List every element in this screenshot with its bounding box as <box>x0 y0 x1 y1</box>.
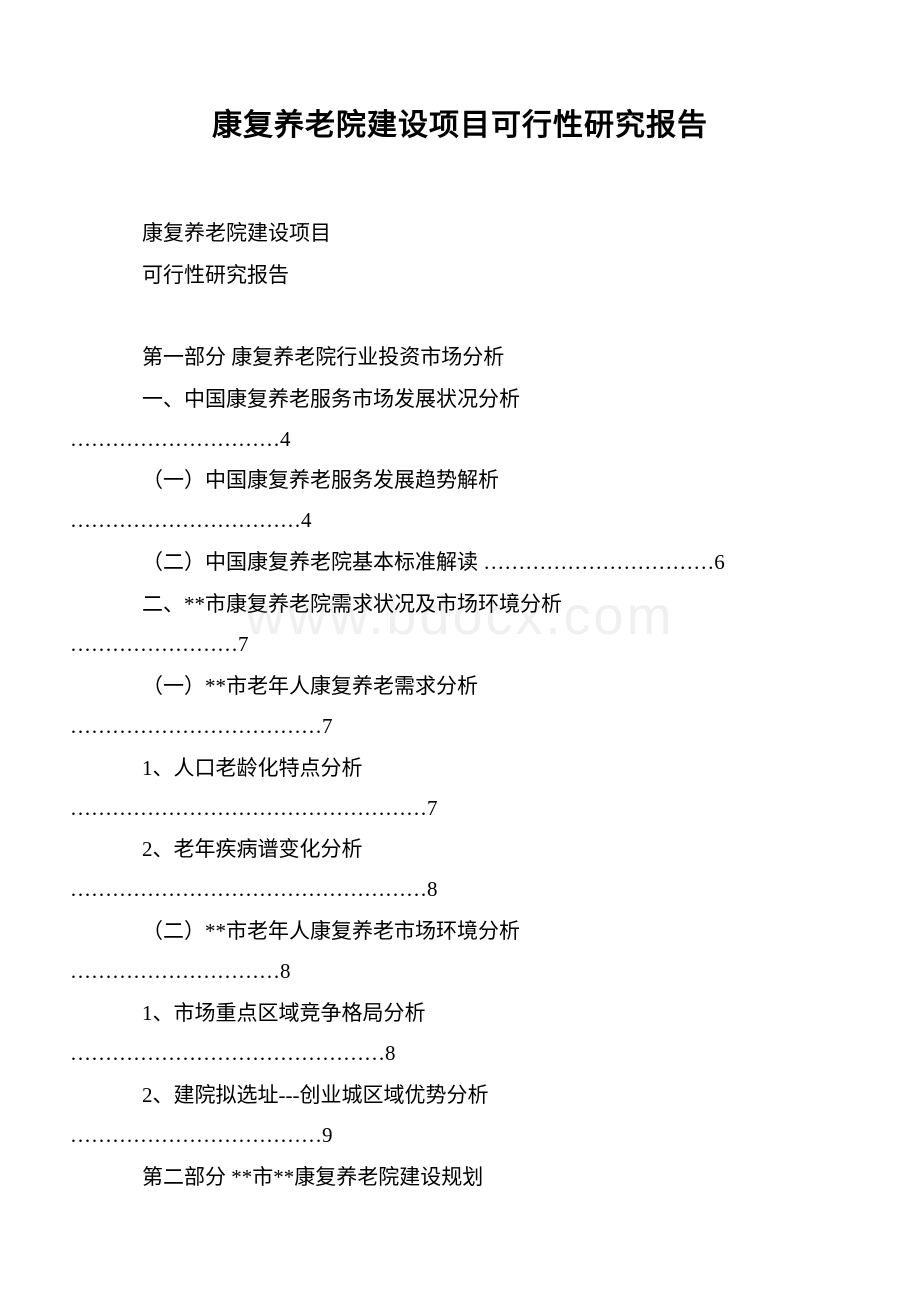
spacer <box>70 298 850 338</box>
toc-item-5: （一）**市老年人康复养老需求分析 ………………………………7 <box>70 667 850 747</box>
toc-item-4-dots: ……………………7 <box>70 625 850 665</box>
toc-item-4-text: 二、**市康复养老院需求状况及市场环境分析 <box>142 585 850 625</box>
toc-item-8-dots: …………………………8 <box>70 952 850 992</box>
subtitle-line-2: 可行性研究报告 <box>142 256 850 296</box>
toc-item-6-text: 1、人口老龄化特点分析 <box>142 749 850 789</box>
toc-item-7-dots: ……………………………………………8 <box>70 870 850 910</box>
toc-item-1-text: 一、中国康复养老服务市场发展状况分析 <box>142 380 850 420</box>
document-title: 康复养老院建设项目可行性研究报告 <box>70 100 850 144</box>
toc-item-6: 1、人口老龄化特点分析 ……………………………………………7 <box>70 749 850 829</box>
toc-item-8-text: （二）**市老年人康复养老市场环境分析 <box>142 912 850 952</box>
toc-item-10: 2、建院拟选址---创业城区域优势分析 ………………………………9 <box>70 1076 850 1156</box>
toc-item-2-text: （一）中国康复养老服务发展趋势解析 <box>142 461 850 501</box>
toc-item-5-text: （一）**市老年人康复养老需求分析 <box>142 667 850 707</box>
toc-part1-heading: 第一部分 康复养老院行业投资市场分析 <box>142 338 850 378</box>
toc-item-8: （二）**市老年人康复养老市场环境分析 …………………………8 <box>70 912 850 992</box>
toc-item-5-dots: ………………………………7 <box>70 707 850 747</box>
document-content: 康复养老院建设项目可行性研究报告 康复养老院建设项目 可行性研究报告 第一部分 … <box>70 100 850 1197</box>
toc-item-7-text: 2、老年疾病谱变化分析 <box>142 830 850 870</box>
toc-item-7: 2、老年疾病谱变化分析 ……………………………………………8 <box>70 830 850 910</box>
subtitle-line-1: 康复养老院建设项目 <box>142 214 850 254</box>
toc-item-10-dots: ………………………………9 <box>70 1116 850 1156</box>
toc-item-4: 二、**市康复养老院需求状况及市场环境分析 ……………………7 <box>70 585 850 665</box>
toc-item-3: （二）中国康复养老院基本标准解读 ……………………………6 <box>142 543 850 583</box>
toc-item-1-dots: …………………………4 <box>70 420 850 460</box>
toc-part2-heading: 第二部分 **市**康复养老院建设规划 <box>142 1158 850 1198</box>
toc-item-2-dots: ……………………………4 <box>70 501 850 541</box>
toc-item-9-text: 1、市场重点区域竞争格局分析 <box>142 994 850 1034</box>
toc-item-6-dots: ……………………………………………7 <box>70 789 850 829</box>
toc-item-1: 一、中国康复养老服务市场发展状况分析 …………………………4 <box>70 380 850 460</box>
toc-item-10-text: 2、建院拟选址---创业城区域优势分析 <box>142 1076 850 1116</box>
toc-item-2: （一）中国康复养老服务发展趋势解析 ……………………………4 <box>70 461 850 541</box>
toc-item-9-dots: ………………………………………8 <box>70 1034 850 1074</box>
toc-item-9: 1、市场重点区域竞争格局分析 ………………………………………8 <box>70 994 850 1074</box>
